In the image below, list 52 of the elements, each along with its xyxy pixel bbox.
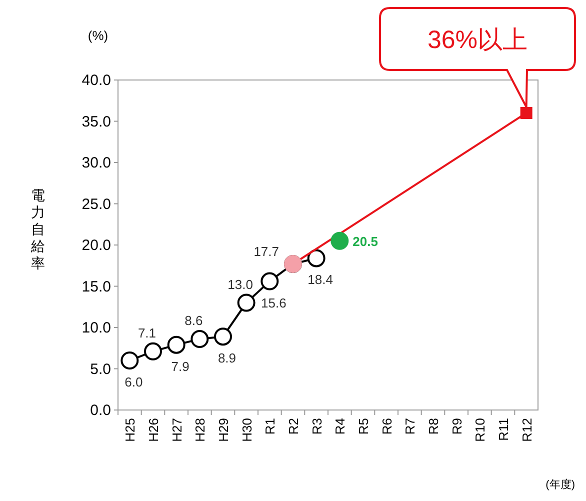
y-tick-label: 30.0 xyxy=(82,154,111,172)
x-tick-label: H25 xyxy=(122,418,138,442)
point xyxy=(190,330,209,348)
x-tick-label: R8 xyxy=(426,418,441,435)
point xyxy=(237,294,256,312)
point xyxy=(120,352,139,370)
x-axis-title: (年度) xyxy=(546,478,575,491)
x-tick-label: H27 xyxy=(169,418,184,442)
y-axis-title: 電力自給率 xyxy=(30,187,45,271)
data-label: 7.1 xyxy=(138,325,156,340)
y-tick-label: 20.0 xyxy=(82,237,111,254)
point xyxy=(214,328,232,346)
x-tick-label: R3 xyxy=(309,418,324,435)
x-tick-label: R4 xyxy=(332,418,348,435)
x-tick-label: R10 xyxy=(472,418,488,442)
data-label: 20.5 xyxy=(352,234,378,249)
point xyxy=(520,107,532,119)
data-label: 17.7 xyxy=(254,244,279,259)
point xyxy=(330,232,349,250)
point xyxy=(144,342,162,360)
y-tick-label: 15.0 xyxy=(82,278,111,296)
callout: 36%以上 xyxy=(379,7,576,108)
x-tick-label: R2 xyxy=(286,418,301,435)
y-tick-label: 0.0 xyxy=(90,402,111,419)
text: (%) xyxy=(88,28,108,43)
point xyxy=(260,272,279,290)
x-tick-label: R7 xyxy=(402,418,418,435)
y-tick-label: 5.0 xyxy=(90,360,111,378)
point xyxy=(167,336,186,354)
data-label: 6.0 xyxy=(124,374,143,390)
x-tick-label: R1 xyxy=(262,418,278,435)
x-tick-label: H29 xyxy=(216,418,231,442)
data-label: 18.4 xyxy=(308,272,333,288)
data-label: 13.0 xyxy=(228,276,253,292)
data-label: 15.6 xyxy=(261,295,286,310)
x-tick-label: R12 xyxy=(519,418,534,442)
data-label: 8.6 xyxy=(184,313,203,328)
x-tick-label: R5 xyxy=(356,418,371,435)
y-tick-label: 10.0 xyxy=(82,320,111,336)
data-label: 7.9 xyxy=(171,358,190,374)
x-tick-label: H28 xyxy=(192,418,208,442)
y-tick-label: 40.0 xyxy=(82,72,111,89)
y-tick-label: 25.0 xyxy=(82,196,111,213)
x-tick-label: R11 xyxy=(496,418,511,441)
x-tick-label: R9 xyxy=(449,418,464,435)
x-tick-label: R6 xyxy=(379,418,394,435)
x-tick-label: H30 xyxy=(239,418,254,442)
data-label: 8.9 xyxy=(218,350,236,366)
point xyxy=(307,249,326,268)
x-tick-label: H26 xyxy=(146,418,161,442)
y-tick-label: 35.0 xyxy=(82,113,111,130)
annotation: 36%以上 xyxy=(427,26,528,54)
